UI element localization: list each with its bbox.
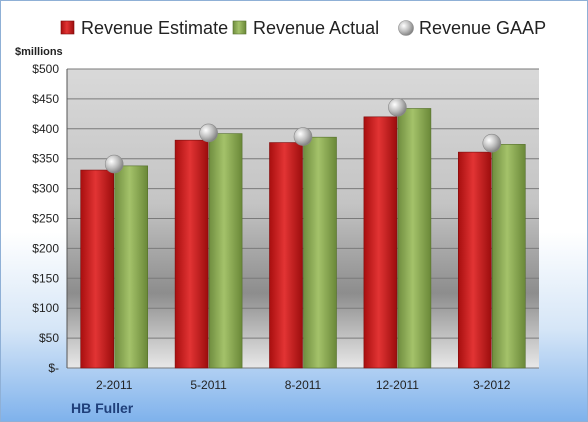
bar-revenue-actual: [303, 136, 337, 369]
x-tick-label: 12-2011: [376, 378, 419, 392]
y-tick-label: $-: [48, 361, 59, 375]
x-tick-label: 2-2011: [96, 378, 133, 392]
bar-revenue-actual: [491, 144, 526, 369]
bar-revenue-actual: [397, 108, 432, 369]
x-tick-label: 5-2011: [190, 378, 227, 392]
marker-revenue-gaap: [293, 127, 313, 146]
bar-revenue-estimate: [269, 142, 303, 369]
x-tick-label: 8-2011: [285, 378, 322, 392]
bar-revenue-actual: [208, 133, 243, 369]
legend-label: Revenue Estimate: [81, 18, 228, 38]
company-label: HB Fuller: [71, 400, 134, 416]
y-axis: $- $50 $100 $150 $200 $250 $300 $350 $400 $450 $50…: [32, 62, 68, 375]
bar-revenue-estimate: [174, 139, 209, 369]
legend: Revenue Estimate Revenue Actual Revenue GA…: [60, 18, 546, 38]
bars: [80, 108, 526, 369]
bar-revenue-estimate: [80, 169, 114, 369]
x-axis: 2-2011 5-2011 8-2011 12-2011 3-2012: [96, 378, 511, 392]
unit-label: $millions: [15, 46, 63, 58]
bar-revenue-actual: [114, 165, 148, 369]
marker-revenue-gaap: [104, 154, 124, 174]
y-tick-label: $350: [32, 152, 59, 166]
y-tick-label: $250: [32, 212, 59, 226]
y-tick-label: $150: [32, 271, 59, 285]
gaap-markers: [104, 97, 502, 174]
y-tick-label: $400: [32, 122, 59, 136]
legend-swatch: [60, 20, 75, 35]
bar-revenue-estimate: [457, 151, 492, 369]
marker-revenue-gaap: [388, 97, 407, 117]
legend-swatch: [398, 20, 414, 36]
legend-swatch: [232, 20, 247, 35]
x-tick-label: 3-2012: [473, 378, 511, 392]
legend-label: Revenue GAAP: [419, 18, 546, 38]
y-tick-label: $200: [32, 241, 59, 255]
y-tick-label: $300: [32, 182, 59, 196]
marker-revenue-gaap: [199, 123, 218, 143]
y-tick-label: $100: [32, 301, 59, 315]
y-tick-label: $450: [32, 92, 59, 106]
legend-label: Revenue Actual: [253, 18, 379, 38]
y-tick-label: $50: [39, 331, 59, 345]
bar-revenue-estimate: [363, 116, 398, 369]
marker-revenue-gaap: [482, 133, 502, 153]
y-tick-label: $500: [32, 62, 59, 76]
